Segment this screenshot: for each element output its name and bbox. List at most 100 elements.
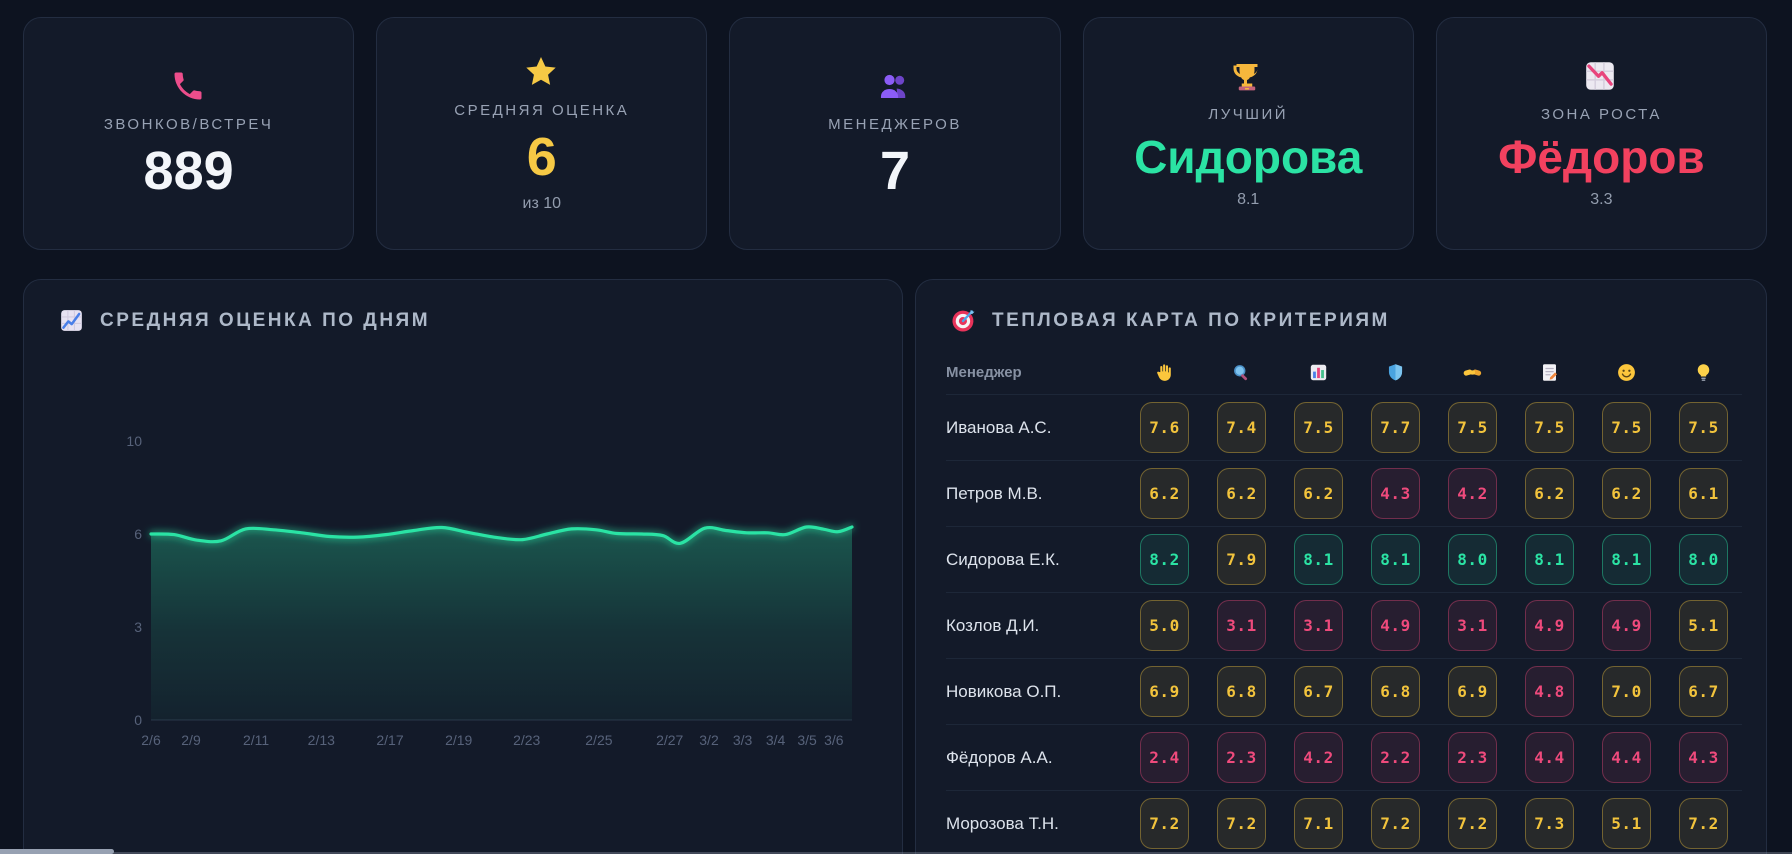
panels-row: СРЕДНЯЯ ОЦЕНКА ПО ДНЯМ 0 3 6 10 2/6 2/9 2/11 2/… (23, 279, 1767, 854)
heatmap-cell: 8.1 (1371, 534, 1420, 585)
heatmap-cell: 4.9 (1525, 600, 1574, 651)
people-icon (876, 68, 914, 106)
score-by-day-title: СРЕДНЯЯ ОЦЕНКА ПО ДНЯМ (100, 309, 431, 331)
heatmap-cell: 7.2 (1140, 798, 1189, 849)
heatmap-cell: 4.4 (1602, 732, 1651, 783)
manager-column-header: Менеджер (946, 363, 1022, 381)
x-axis-tick: 3/4 (766, 732, 786, 748)
kpi-label: СРЕДНЯЯ ОЦЕНКА (454, 101, 630, 119)
heatmap-cell: 2.4 (1140, 732, 1189, 783)
heatmap-panel: ТЕПЛОВАЯ КАРТА ПО КРИТЕРИЯМ Менеджер Ива… (915, 279, 1767, 854)
heatmap-cell: 4.3 (1371, 468, 1420, 519)
phone-icon (170, 68, 208, 106)
y-axis-tick: 6 (134, 526, 142, 542)
heatmap-cell: 6.2 (1217, 468, 1266, 519)
heatmap-cell: 8.1 (1294, 534, 1343, 585)
x-axis-tick: 2/11 (243, 732, 269, 748)
heatmap-cell: 8.2 (1140, 534, 1189, 585)
heatmap-cell: 6.2 (1140, 468, 1189, 519)
heatmap-cell: 6.9 (1448, 666, 1497, 717)
heatmap-cell: 8.1 (1525, 534, 1574, 585)
kpi-label: МЕНЕДЖЕРОВ (828, 115, 962, 133)
criterion-wave-hand-icon (1126, 362, 1203, 383)
heatmap-table: Менеджер Иванова А.С. 7.6 7.4 7.5 7.7 7.5 7.5 7… (916, 344, 1766, 854)
criterion-memo-icon (1511, 362, 1588, 383)
kpi-card-4: ЗОНА РОСТА Фёдоров 3.3 (1435, 17, 1767, 250)
y-axis-tick: 10 (126, 433, 142, 449)
heatmap-cell: 7.5 (1679, 402, 1728, 453)
heatmap-cell: 7.5 (1602, 402, 1651, 453)
kpi-card-3: ЛУЧШИЙ Сидорова 8.1 (1082, 17, 1414, 250)
heatmap-cell: 6.7 (1679, 666, 1728, 717)
heatmap-cell: 5.1 (1602, 798, 1651, 849)
x-axis-tick: 3/5 (797, 732, 817, 748)
kpi-label: ЛУЧШИЙ (1208, 105, 1289, 123)
heatmap-cell: 4.8 (1525, 666, 1574, 717)
heatmap-cell: 6.8 (1217, 666, 1266, 717)
heatmap-cell: 4.3 (1679, 732, 1728, 783)
heatmap-row-4: Новикова О.П. 6.9 6.8 6.7 6.8 6.9 4.8 7.0 6.7 (946, 658, 1742, 724)
heatmap-cell: 3.1 (1217, 600, 1266, 651)
heatmap-cell: 8.0 (1448, 534, 1497, 585)
kpi-card-1: СРЕДНЯЯ ОЦЕНКА 6 из 10 (376, 17, 708, 250)
heatmap-cell: 6.7 (1294, 666, 1343, 717)
heatmap-cell: 2.3 (1217, 732, 1266, 783)
star-icon (523, 54, 561, 92)
manager-name: Петров М.В. (946, 483, 1043, 503)
heatmap-row-2: Сидорова Е.К. 8.2 7.9 8.1 8.1 8.0 8.1 8.1 8.0 (946, 526, 1742, 592)
x-axis-tick: 3/6 (824, 732, 844, 748)
heatmap-cell: 4.2 (1294, 732, 1343, 783)
horizontal-scrollbar-thumb[interactable] (0, 849, 114, 854)
score-by-day-header: СРЕДНЯЯ ОЦЕНКА ПО ДНЯМ (24, 280, 902, 344)
kpi-value: 6 (526, 126, 557, 187)
heatmap-cell: 7.9 (1217, 534, 1266, 585)
score-by-day-panel: СРЕДНЯЯ ОЦЕНКА ПО ДНЯМ 0 3 6 10 2/6 2/9 2/11 2/… (23, 279, 903, 854)
x-axis-tick: 2/19 (445, 732, 472, 748)
heatmap-cell: 8.0 (1679, 534, 1728, 585)
kpi-sub: 8.1 (1237, 191, 1260, 209)
kpi-sub: из 10 (522, 195, 562, 213)
heatmap-cell: 2.2 (1371, 732, 1420, 783)
heatmap-row-6: Морозова Т.Н. 7.2 7.2 7.1 7.2 7.2 7.3 5.1 7.2 (946, 790, 1742, 854)
heatmap-cell: 7.2 (1679, 798, 1728, 849)
kpi-value: Фёдоров (1498, 130, 1705, 183)
manager-name: Фёдоров А.А. (946, 747, 1053, 767)
chart-up-icon (58, 307, 85, 334)
x-axis-tick: 2/27 (656, 732, 683, 748)
heatmap-cell: 4.2 (1448, 468, 1497, 519)
heatmap-cell: 7.3 (1525, 798, 1574, 849)
target-icon (950, 307, 977, 334)
manager-name: Иванова А.С. (946, 417, 1052, 437)
criterion-bar-chart-icon (1280, 362, 1357, 383)
kpi-label: ЗОНА РОСТА (1540, 105, 1662, 123)
y-axis-tick: 3 (134, 619, 142, 635)
heatmap-header: ТЕПЛОВАЯ КАРТА ПО КРИТЕРИЯМ (916, 280, 1766, 344)
manager-name: Козлов Д.И. (946, 615, 1040, 635)
horizontal-scrollbar-track[interactable] (0, 852, 1792, 854)
heatmap-cell: 6.9 (1140, 666, 1189, 717)
manager-name: Морозова Т.Н. (946, 813, 1059, 833)
heatmap-cell: 4.9 (1371, 600, 1420, 651)
heatmap-row-1: Петров М.В. 6.2 6.2 6.2 4.3 4.2 6.2 6.2 6.1 (946, 460, 1742, 526)
kpi-card-2: МЕНЕДЖЕРОВ 7 (729, 17, 1061, 250)
criterion-smile-icon (1588, 362, 1665, 383)
x-axis-tick: 2/23 (513, 732, 540, 748)
heatmap-cell: 7.7 (1371, 402, 1420, 453)
criterion-bulb-icon (1665, 362, 1742, 383)
x-axis-tick: 3/3 (733, 732, 753, 748)
x-axis-tick: 2/9 (181, 732, 201, 748)
kpi-row: ЗВОНКОВ/ВСТРЕЧ 889 СРЕДНЯЯ ОЦЕНКА 6 из 10… (23, 17, 1767, 250)
kpi-card-0: ЗВОНКОВ/ВСТРЕЧ 889 (23, 17, 355, 250)
x-axis-tick: 2/13 (308, 732, 335, 748)
heatmap-cell: 6.8 (1371, 666, 1420, 717)
kpi-value: 889 (143, 140, 234, 201)
x-axis-tick: 3/2 (699, 732, 719, 748)
criterion-shield-icon (1357, 362, 1434, 383)
score-line (149, 525, 854, 545)
heatmap-cell: 6.1 (1679, 468, 1728, 519)
heatmap-cell: 7.2 (1448, 798, 1497, 849)
heatmap-cell: 5.0 (1140, 600, 1189, 651)
heatmap-cell: 3.1 (1448, 600, 1497, 651)
heatmap-cell: 6.2 (1525, 468, 1574, 519)
